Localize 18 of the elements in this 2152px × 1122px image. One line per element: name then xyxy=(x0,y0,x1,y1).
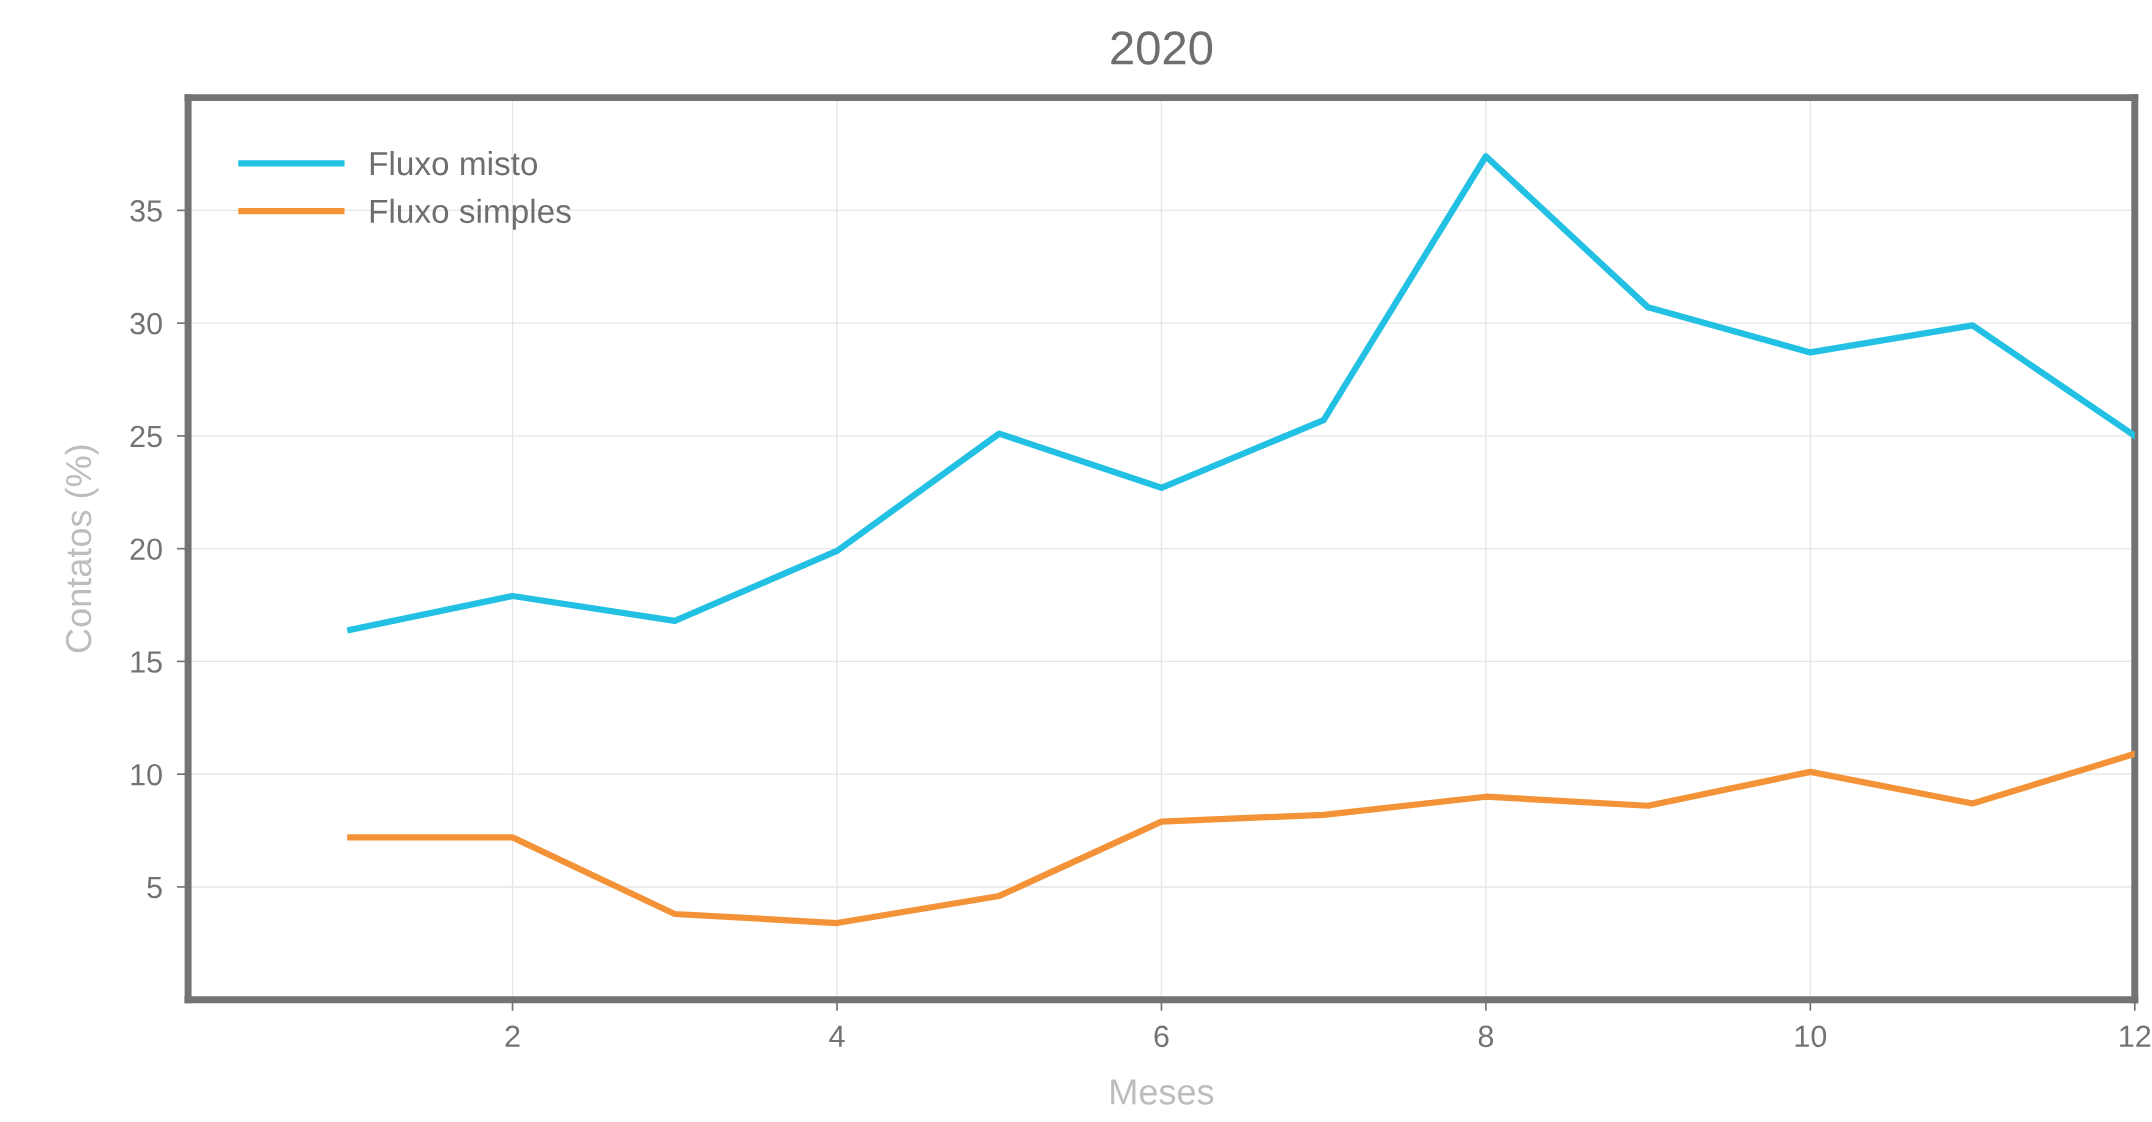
y-tick-label: 20 xyxy=(130,538,162,561)
y-tick-label: 15 xyxy=(131,651,162,673)
y-tick-label: 25 xyxy=(130,425,162,448)
y-tick-label: 35 xyxy=(130,200,162,222)
legend-label: Fluxo simples xyxy=(370,198,571,230)
y-tick-label: 30 xyxy=(130,312,162,335)
y-axis-title: Contatos (%) xyxy=(64,445,99,653)
x-tick-label: 2 xyxy=(505,1025,520,1047)
y-tick-label: 5 xyxy=(147,876,162,899)
x-tick-label: 8 xyxy=(1478,1025,1494,1048)
legend-label: Fluxo misto xyxy=(370,150,538,176)
x-tick-label: 12 xyxy=(2120,1025,2151,1047)
x-tick-label: 10 xyxy=(1795,1025,1827,1048)
chart-title: 2020 xyxy=(1111,31,1213,65)
x-tick-label: 6 xyxy=(1154,1025,1169,1048)
x-tick-label: 4 xyxy=(829,1025,845,1047)
x-axis-title: Meses xyxy=(1111,1079,1214,1105)
y-tick-label: 10 xyxy=(131,763,162,786)
